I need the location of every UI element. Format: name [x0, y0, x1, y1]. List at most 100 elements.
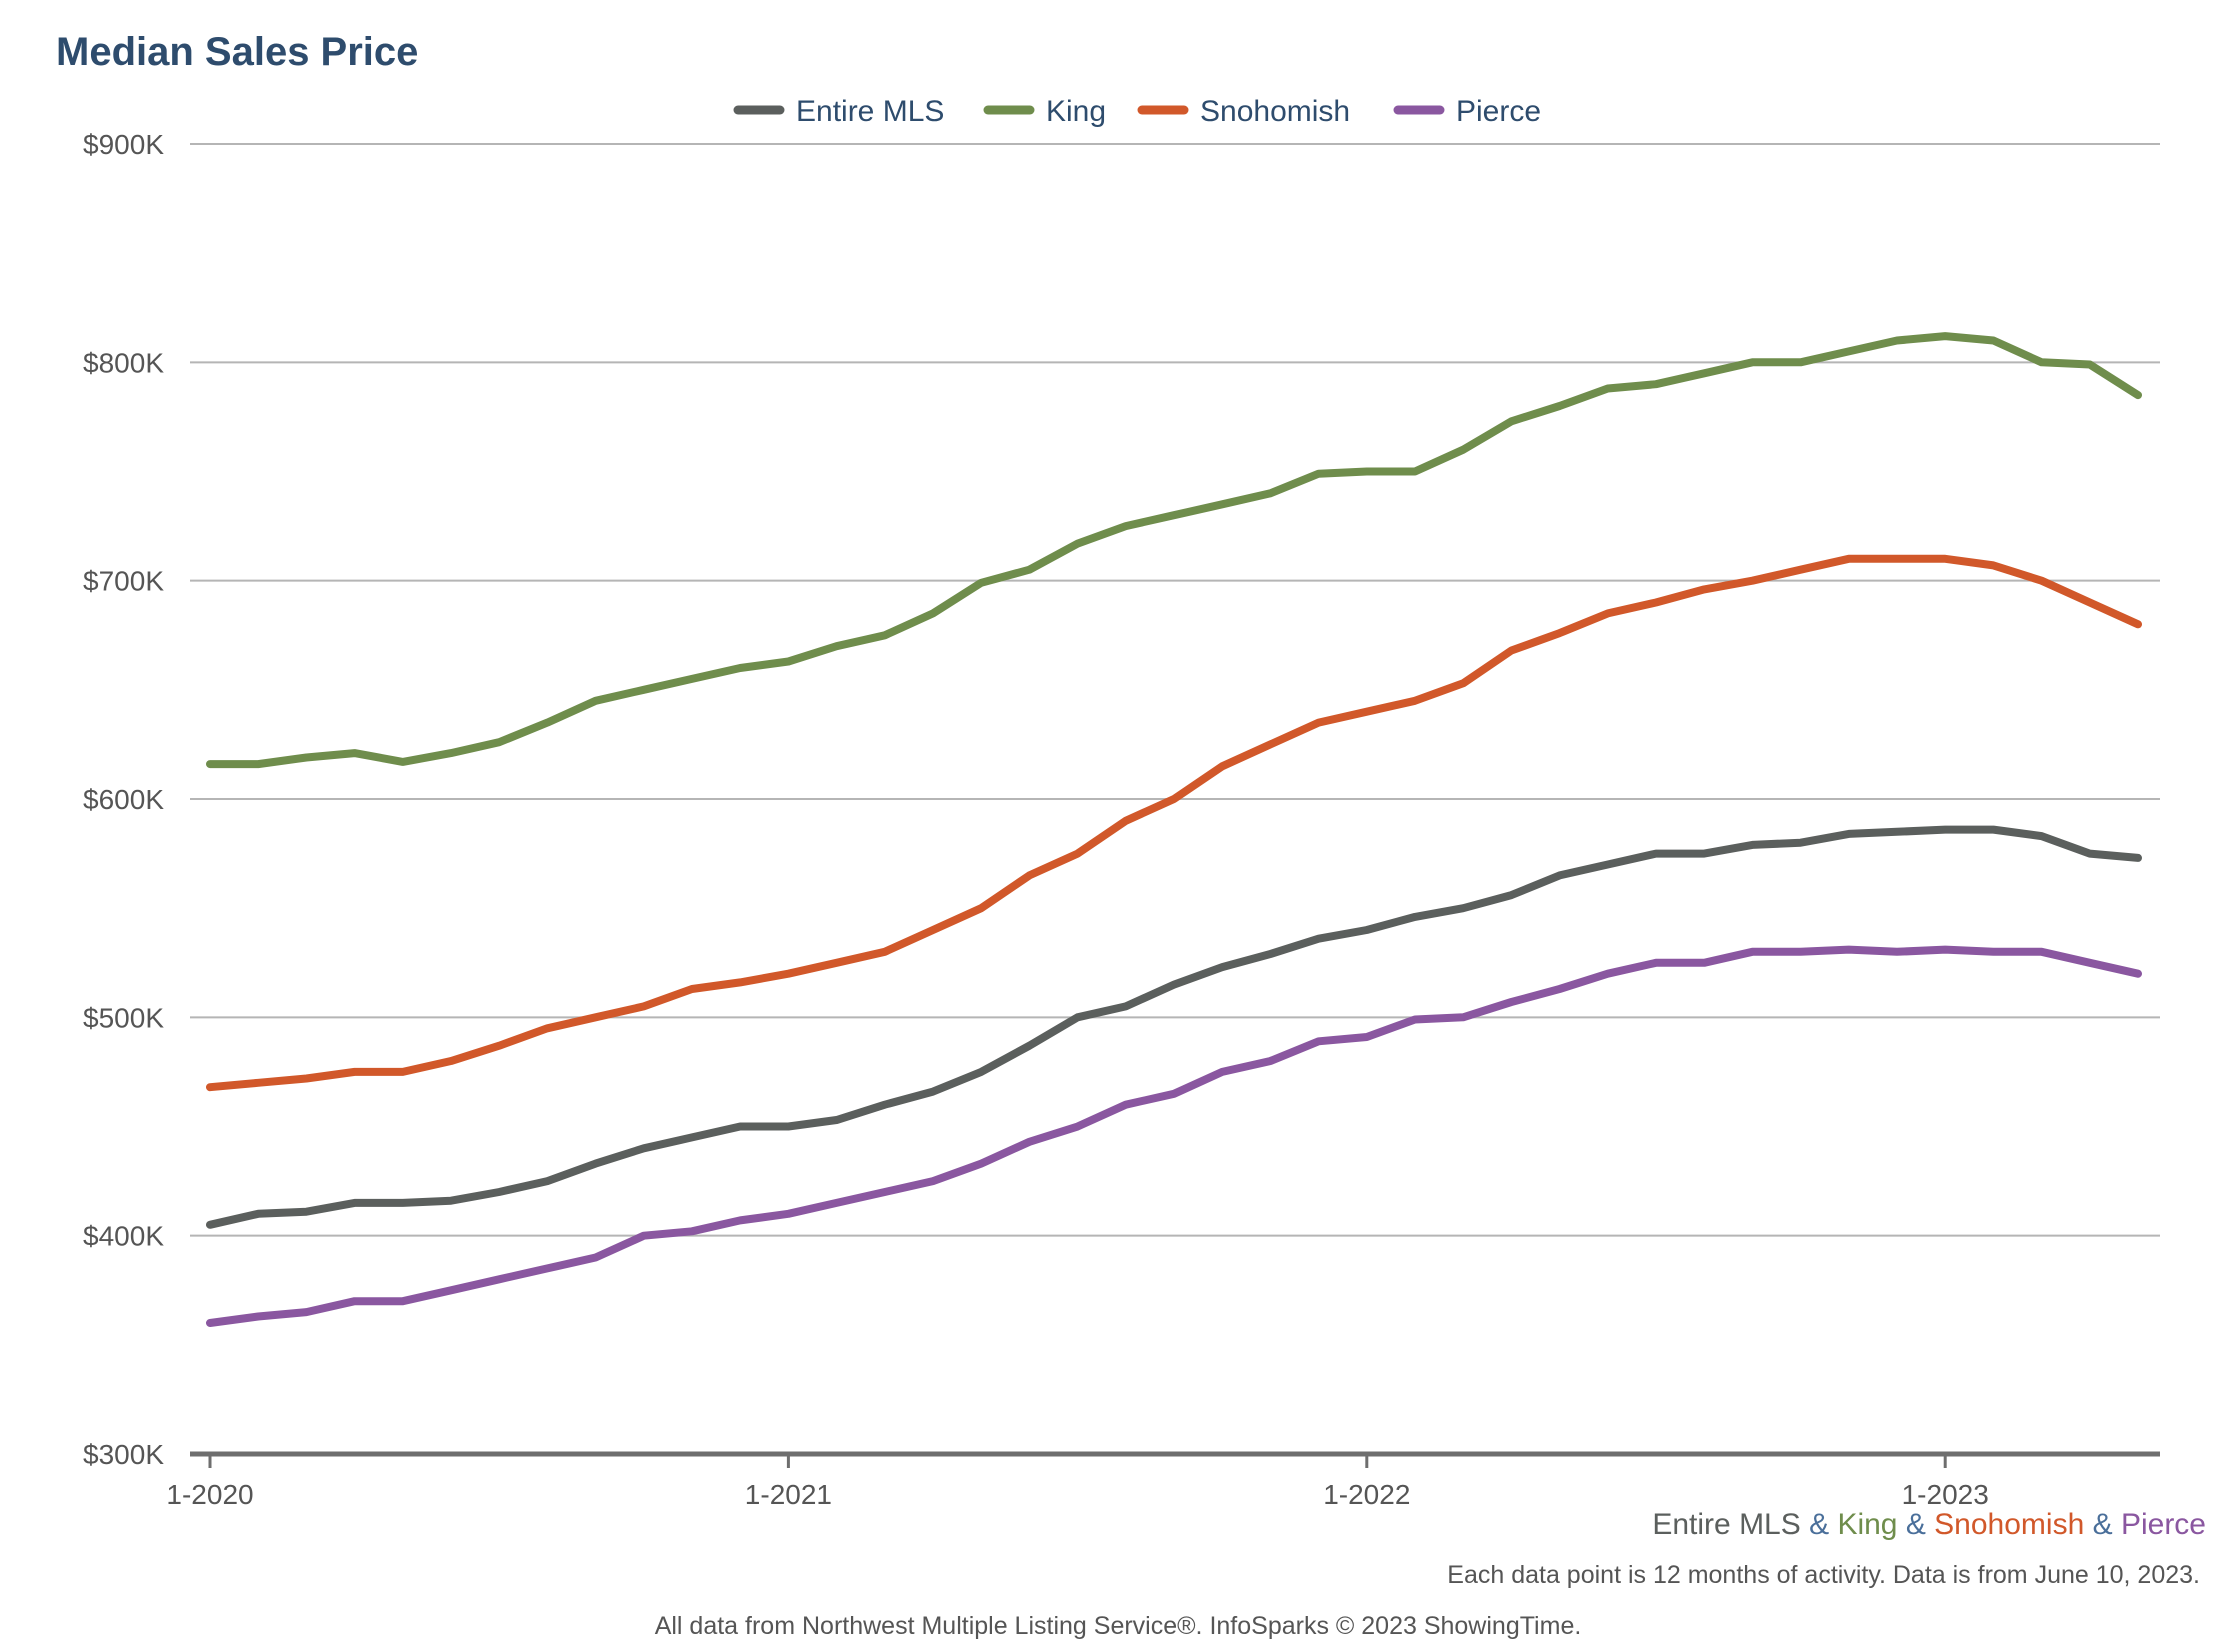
data-point: [1942, 556, 1948, 562]
data-point: [400, 1200, 406, 1206]
y-tick-label: $500K: [83, 1002, 164, 1033]
data-point: [1798, 567, 1804, 573]
data-point: [641, 687, 647, 693]
data-point: [1316, 471, 1322, 477]
data-point: [400, 1298, 406, 1304]
data-point: [400, 1069, 406, 1075]
data-point: [448, 1058, 454, 1064]
data-point: [1026, 1139, 1032, 1145]
data-point: [1653, 381, 1659, 387]
data-point: [1557, 403, 1563, 409]
data-point: [1798, 949, 1804, 955]
data-point: [1267, 741, 1273, 747]
data-point: [2087, 600, 2093, 605]
data-point: [352, 1298, 358, 1304]
data-point: [2039, 949, 2045, 955]
legend-label: Snohomish: [1200, 95, 1350, 128]
footer-ampersand: &: [2084, 1508, 2121, 1541]
series-snohomish: [206, 554, 2142, 1092]
data-point: [1749, 842, 1755, 848]
data-point: [2087, 851, 2093, 857]
data-point: [1026, 1043, 1032, 1049]
data-point: [689, 1228, 695, 1234]
data-point: [593, 1255, 599, 1260]
data-point: [1460, 680, 1466, 686]
data-point: [1701, 370, 1707, 376]
series-line: [206, 945, 2142, 1327]
data-point: [930, 1089, 936, 1095]
data-point: [544, 1178, 550, 1184]
x-tick-label: 1-2023: [1902, 1479, 1989, 1510]
data-point: [1075, 1014, 1081, 1020]
data-point: [1894, 338, 1900, 343]
data-point: [1123, 1102, 1129, 1108]
data-point: [1653, 851, 1659, 857]
legend-item-entire-mls: Entire MLS: [733, 95, 944, 128]
data-point: [2039, 833, 2045, 839]
data-point: [737, 1217, 743, 1223]
data-point: [303, 1309, 309, 1315]
data-point: [1798, 359, 1804, 365]
data-point: [1990, 338, 1996, 343]
data-point: [1846, 831, 1852, 837]
data-point: [2039, 578, 2045, 584]
data-point: [641, 1145, 647, 1151]
data-point: [496, 1189, 502, 1195]
legend-label: Entire MLS: [796, 95, 944, 128]
data-point: [2039, 359, 2045, 365]
data-point: [544, 1265, 550, 1271]
data-point: [1605, 610, 1611, 616]
data-point: [207, 1084, 213, 1090]
data-point: [303, 1209, 309, 1215]
data-point: [1508, 648, 1514, 654]
data-point: [448, 750, 454, 756]
data-point: [1557, 986, 1563, 992]
data-point: [1267, 951, 1273, 957]
data-point: [689, 1134, 695, 1140]
data-point: [255, 1313, 261, 1319]
series-line: [206, 332, 2142, 769]
data-point: [737, 1124, 743, 1129]
data-point: [352, 750, 358, 756]
y-tick-label: $400K: [83, 1221, 164, 1252]
data-point: [737, 665, 743, 671]
data-point: [689, 986, 695, 992]
data-point: [1894, 829, 1900, 835]
series-entire-mls: [206, 825, 2142, 1229]
data-point: [1075, 541, 1081, 547]
footer-ampersand: &: [1897, 1508, 1935, 1541]
data-point: [255, 1080, 261, 1086]
y-tick-label: $900K: [83, 129, 164, 160]
data-point: [2087, 960, 2093, 966]
data-point: [496, 1043, 502, 1049]
data-point: [1364, 469, 1370, 474]
footer-series-name: King: [1837, 1508, 1898, 1541]
series-line: [206, 554, 2142, 1092]
data-point: [1508, 892, 1514, 898]
y-axis-tick-labels: $300K $400K $500K $600K $700K $800K $900K: [83, 129, 164, 1470]
data-point: [207, 761, 213, 767]
data-point: [1894, 949, 1900, 955]
data-point: [1894, 556, 1900, 562]
data-point: [834, 960, 840, 966]
footer-source: All data from Northwest Multiple Listing…: [654, 1612, 1582, 1640]
data-point: [1942, 827, 1948, 833]
data-point: [544, 1025, 550, 1031]
data-point: [834, 1117, 840, 1123]
data-point: [1412, 1017, 1418, 1023]
data-point: [448, 1198, 454, 1204]
legend-label: King: [1046, 95, 1106, 128]
data-point: [1653, 960, 1659, 966]
y-tick-label: $700K: [83, 566, 164, 597]
data-point: [593, 1161, 599, 1167]
data-point: [1749, 359, 1755, 365]
y-tick-label: $300K: [83, 1439, 164, 1470]
data-point: [978, 905, 984, 911]
data-point: [1123, 1003, 1129, 1009]
data-point: [593, 1014, 599, 1020]
series-lines: [206, 332, 2142, 1327]
data-point: [2135, 971, 2141, 977]
data-point: [2135, 621, 2141, 627]
data-point: [785, 971, 791, 977]
